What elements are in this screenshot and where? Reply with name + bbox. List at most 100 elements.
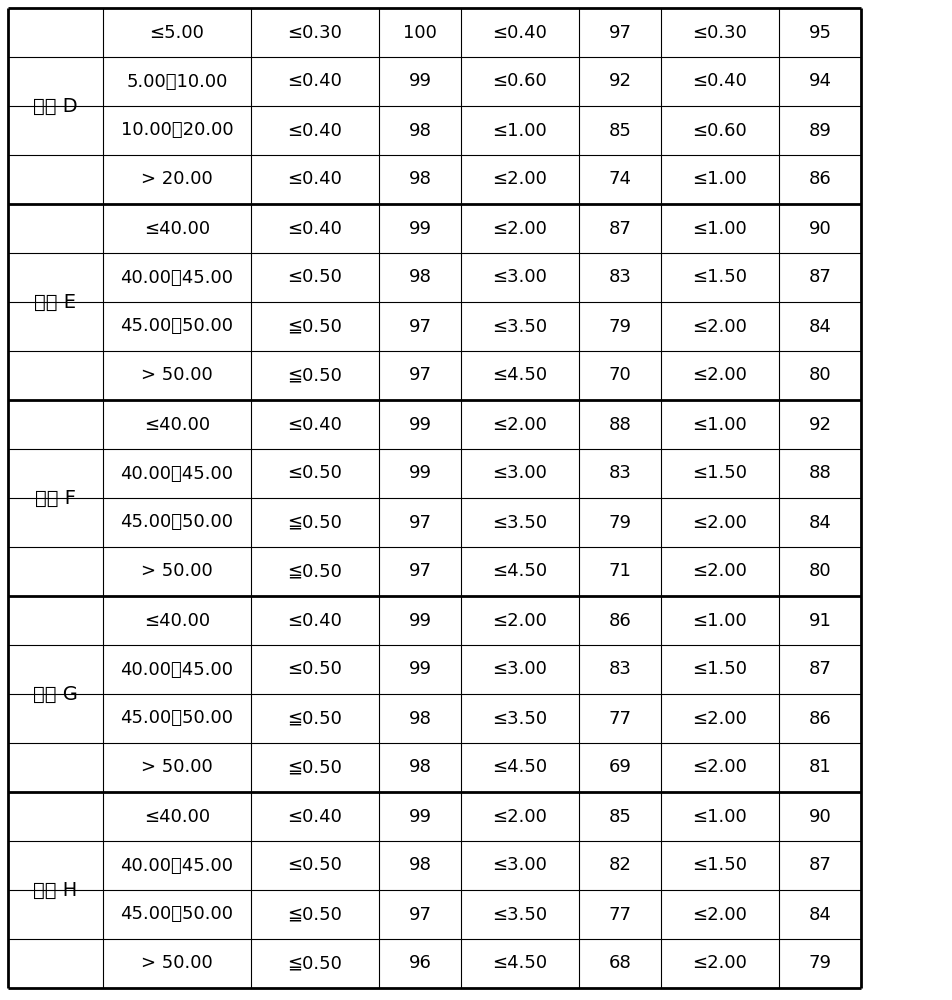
Text: 86: 86: [808, 170, 831, 188]
Text: ≤2.00: ≤2.00: [692, 514, 747, 532]
Text: 88: 88: [808, 464, 831, 483]
Text: 94: 94: [808, 73, 831, 91]
Text: ≤0.40: ≤0.40: [692, 73, 747, 91]
Text: 99: 99: [408, 73, 431, 91]
Text: 85: 85: [608, 121, 631, 139]
Text: 79: 79: [608, 318, 631, 336]
Text: 70: 70: [608, 366, 631, 384]
Text: 98: 98: [408, 710, 431, 728]
Text: ≤2.00: ≤2.00: [492, 220, 547, 237]
Text: ≤3.00: ≤3.00: [492, 268, 547, 286]
Text: ≤4.50: ≤4.50: [492, 366, 547, 384]
Text: 40.00～45.00: 40.00～45.00: [121, 856, 233, 874]
Text: 80: 80: [808, 366, 831, 384]
Text: 95: 95: [808, 23, 831, 41]
Text: ≤0.40: ≤0.40: [288, 220, 343, 237]
Text: 40.00～45.00: 40.00～45.00: [121, 464, 233, 483]
Text: 87: 87: [808, 660, 831, 678]
Text: ≦0.50: ≦0.50: [288, 562, 343, 580]
Text: ≤0.40: ≤0.40: [492, 23, 547, 41]
Text: ≤40.00: ≤40.00: [144, 220, 210, 237]
Text: ≤2.00: ≤2.00: [692, 318, 747, 336]
Text: 85: 85: [608, 808, 631, 826]
Text: ≤3.00: ≤3.00: [492, 464, 547, 483]
Text: ≦0.50: ≦0.50: [288, 318, 343, 336]
Text: 99: 99: [408, 611, 431, 630]
Text: ≤3.00: ≤3.00: [492, 856, 547, 874]
Text: 83: 83: [608, 268, 631, 286]
Text: 97: 97: [408, 318, 431, 336]
Text: ≦0.50: ≦0.50: [288, 710, 343, 728]
Text: 试样 D: 试样 D: [33, 97, 78, 115]
Text: 80: 80: [808, 562, 831, 580]
Text: > 50.00: > 50.00: [141, 954, 213, 972]
Text: ≤1.50: ≤1.50: [692, 856, 747, 874]
Text: 97: 97: [608, 23, 631, 41]
Text: ≤0.50: ≤0.50: [288, 660, 343, 678]
Text: ≤4.50: ≤4.50: [492, 562, 547, 580]
Text: 71: 71: [608, 562, 631, 580]
Text: ≤3.50: ≤3.50: [492, 514, 547, 532]
Text: 92: 92: [808, 416, 831, 434]
Text: 84: 84: [808, 906, 831, 924]
Text: ≤5.00: ≤5.00: [149, 23, 205, 41]
Text: ≤2.00: ≤2.00: [492, 170, 547, 188]
Text: ≤0.40: ≤0.40: [288, 170, 343, 188]
Text: 10.00～20.00: 10.00～20.00: [121, 121, 233, 139]
Text: ≤1.00: ≤1.00: [693, 808, 747, 826]
Text: 97: 97: [408, 562, 431, 580]
Text: ≤40.00: ≤40.00: [144, 808, 210, 826]
Text: 98: 98: [408, 758, 431, 776]
Text: ≤0.40: ≤0.40: [288, 73, 343, 91]
Text: ≤0.60: ≤0.60: [693, 121, 747, 139]
Text: ≤2.00: ≤2.00: [692, 758, 747, 776]
Text: ≦0.50: ≦0.50: [288, 758, 343, 776]
Text: ≦0.50: ≦0.50: [288, 366, 343, 384]
Text: ≤1.50: ≤1.50: [692, 660, 747, 678]
Text: 91: 91: [808, 611, 831, 630]
Text: ≤1.00: ≤1.00: [492, 121, 547, 139]
Text: 99: 99: [408, 808, 431, 826]
Text: 98: 98: [408, 856, 431, 874]
Text: 90: 90: [808, 808, 831, 826]
Text: 81: 81: [808, 758, 831, 776]
Text: 99: 99: [408, 464, 431, 483]
Text: ≤0.30: ≤0.30: [288, 23, 343, 41]
Text: ≤1.50: ≤1.50: [692, 268, 747, 286]
Text: 5.00～10.00: 5.00～10.00: [127, 73, 228, 91]
Text: 99: 99: [408, 660, 431, 678]
Text: ≤0.50: ≤0.50: [288, 268, 343, 286]
Text: ≤40.00: ≤40.00: [144, 416, 210, 434]
Text: 74: 74: [608, 170, 631, 188]
Text: ≦0.50: ≦0.50: [288, 954, 343, 972]
Text: 97: 97: [408, 366, 431, 384]
Text: 98: 98: [408, 268, 431, 286]
Text: ≤0.40: ≤0.40: [288, 121, 343, 139]
Text: 84: 84: [808, 514, 831, 532]
Text: ≤2.00: ≤2.00: [692, 562, 747, 580]
Text: ≤4.50: ≤4.50: [492, 758, 547, 776]
Text: ≤4.50: ≤4.50: [492, 954, 547, 972]
Text: 79: 79: [808, 954, 831, 972]
Text: 89: 89: [808, 121, 831, 139]
Text: ≤0.40: ≤0.40: [288, 416, 343, 434]
Text: 90: 90: [808, 220, 831, 237]
Text: 79: 79: [608, 514, 631, 532]
Text: ≤1.00: ≤1.00: [693, 170, 747, 188]
Text: 98: 98: [408, 121, 431, 139]
Text: ≤2.00: ≤2.00: [692, 366, 747, 384]
Text: 92: 92: [608, 73, 631, 91]
Text: ≤0.40: ≤0.40: [288, 808, 343, 826]
Text: 83: 83: [608, 464, 631, 483]
Text: ≤1.00: ≤1.00: [693, 611, 747, 630]
Text: 45.00～50.00: 45.00～50.00: [121, 710, 233, 728]
Text: ≤1.00: ≤1.00: [693, 220, 747, 237]
Text: 99: 99: [408, 220, 431, 237]
Text: ≤0.50: ≤0.50: [288, 856, 343, 874]
Text: 试样 H: 试样 H: [33, 880, 78, 900]
Text: ≤2.00: ≤2.00: [692, 954, 747, 972]
Text: 40.00～45.00: 40.00～45.00: [121, 660, 233, 678]
Text: ≤0.30: ≤0.30: [692, 23, 747, 41]
Text: ≤3.50: ≤3.50: [492, 318, 547, 336]
Text: 试样 G: 试样 G: [33, 684, 78, 704]
